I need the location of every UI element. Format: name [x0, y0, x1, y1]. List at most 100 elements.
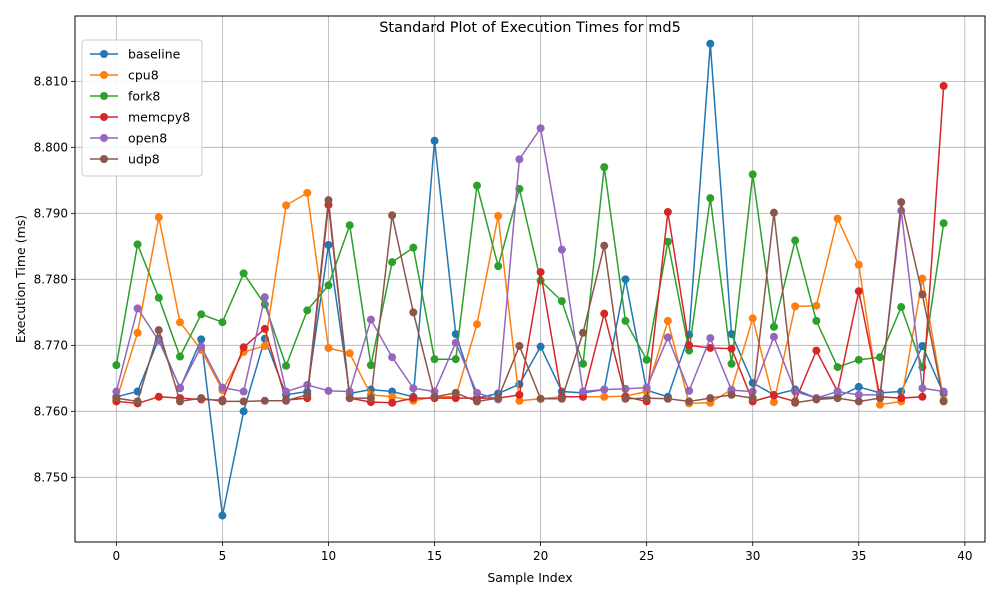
data-point-open8 [515, 155, 524, 164]
data-point-udp8 [239, 397, 248, 406]
x-tick-label: 40 [957, 549, 972, 563]
data-point-cpu8 [600, 392, 609, 401]
data-point-fork8 [876, 353, 884, 362]
legend-item-cpu8: cpu8 [90, 68, 159, 83]
data-point-udp8 [536, 394, 545, 403]
data-point-baseline [727, 330, 736, 339]
data-point-fork8 [791, 236, 800, 245]
data-point-udp8 [557, 394, 566, 403]
data-point-cpu8 [876, 400, 884, 409]
y-tick-label: 8.770 [34, 338, 68, 352]
data-point-memcpy8 [154, 392, 163, 401]
data-point-baseline [918, 341, 927, 350]
legend-swatch-marker [100, 92, 108, 100]
data-point-udp8 [154, 326, 163, 335]
data-point-udp8 [197, 394, 206, 403]
data-point-udp8 [303, 390, 312, 399]
data-point-cpu8 [388, 392, 397, 401]
legend-label: memcpy8 [128, 110, 190, 125]
series-line-cpu8 [115, 191, 945, 406]
data-point-cpu8 [494, 211, 503, 220]
data-point-cpu8 [260, 341, 269, 350]
data-point-open8 [324, 386, 333, 395]
data-point-udp8 [133, 397, 142, 406]
data-point-open8 [685, 386, 694, 395]
x-tick-label: 20 [533, 549, 548, 563]
legend: baseline cpu8 fork8 memcpy8 open8 udp8 [81, 39, 203, 177]
data-point-fork8 [494, 262, 503, 271]
data-point-baseline [324, 241, 333, 250]
data-point-open8 [557, 245, 566, 254]
data-point-fork8 [748, 170, 757, 179]
data-point-open8 [260, 293, 269, 302]
data-point-open8 [472, 388, 481, 397]
data-point-udp8 [876, 394, 884, 403]
data-point-udp8 [430, 392, 439, 401]
data-point-fork8 [600, 163, 609, 172]
data-point-fork8 [154, 293, 163, 302]
y-tick-label: 8.800 [34, 140, 68, 154]
data-point-baseline [854, 382, 863, 391]
data-point-open8 [133, 304, 142, 313]
data-point-udp8 [409, 308, 418, 317]
data-point-fork8 [621, 316, 630, 325]
data-point-udp8 [791, 398, 800, 407]
data-point-open8 [388, 353, 397, 362]
data-point-cpu8 [854, 260, 863, 269]
data-point-open8 [854, 390, 863, 399]
data-point-udp8 [218, 397, 227, 406]
y-tick-label: 8.750 [34, 470, 68, 484]
series-lines [112, 39, 948, 520]
data-point-memcpy8 [897, 394, 906, 403]
data-point-udp8 [897, 198, 906, 207]
data-point-udp8 [282, 396, 291, 405]
data-point-udp8 [260, 396, 269, 405]
data-point-open8 [536, 124, 545, 133]
data-point-fork8 [282, 361, 291, 370]
data-point-fork8 [218, 318, 227, 327]
data-point-open8 [621, 384, 630, 393]
data-point-baseline [218, 511, 227, 520]
data-point-memcpy8 [663, 208, 672, 217]
data-point-open8 [239, 387, 248, 396]
legend-item-memcpy8: memcpy8 [90, 110, 190, 125]
data-point-cpu8 [282, 201, 291, 210]
data-point-memcpy8 [727, 344, 736, 353]
data-point-cpu8 [812, 301, 821, 310]
data-point-udp8 [579, 328, 588, 337]
data-point-udp8 [685, 397, 694, 406]
chart-title: Standard Plot of Execution Times for md5 [379, 20, 681, 36]
data-point-fork8 [239, 269, 248, 278]
data-point-cpu8 [769, 398, 778, 407]
data-point-udp8 [854, 397, 863, 406]
data-point-fork8 [112, 361, 121, 370]
data-point-open8 [218, 383, 227, 392]
data-point-open8 [176, 383, 184, 392]
x-tick-label: 35 [851, 549, 866, 563]
data-point-udp8 [451, 388, 460, 397]
data-point-udp8 [769, 208, 778, 217]
data-point-open8 [451, 338, 460, 347]
data-point-udp8 [642, 394, 651, 403]
x-tick-label: 30 [745, 549, 760, 563]
data-point-open8 [409, 384, 418, 393]
series-line-memcpy8 [116, 85, 945, 405]
legend-label: udp8 [128, 152, 160, 167]
data-point-fork8 [430, 355, 439, 364]
data-point-memcpy8 [239, 343, 248, 352]
y-tick-label: 8.810 [34, 74, 68, 88]
legend-swatch-marker [100, 134, 108, 142]
data-point-fork8 [706, 194, 715, 203]
data-point-open8 [642, 383, 651, 392]
data-point-fork8 [557, 297, 566, 306]
data-point-fork8 [854, 355, 863, 364]
data-point-open8 [197, 342, 206, 351]
data-point-udp8 [706, 394, 715, 403]
data-point-baseline [197, 335, 206, 344]
data-point-udp8 [112, 394, 121, 403]
data-point-open8 [706, 334, 715, 343]
data-point-udp8 [366, 394, 375, 403]
data-point-open8 [366, 315, 375, 324]
